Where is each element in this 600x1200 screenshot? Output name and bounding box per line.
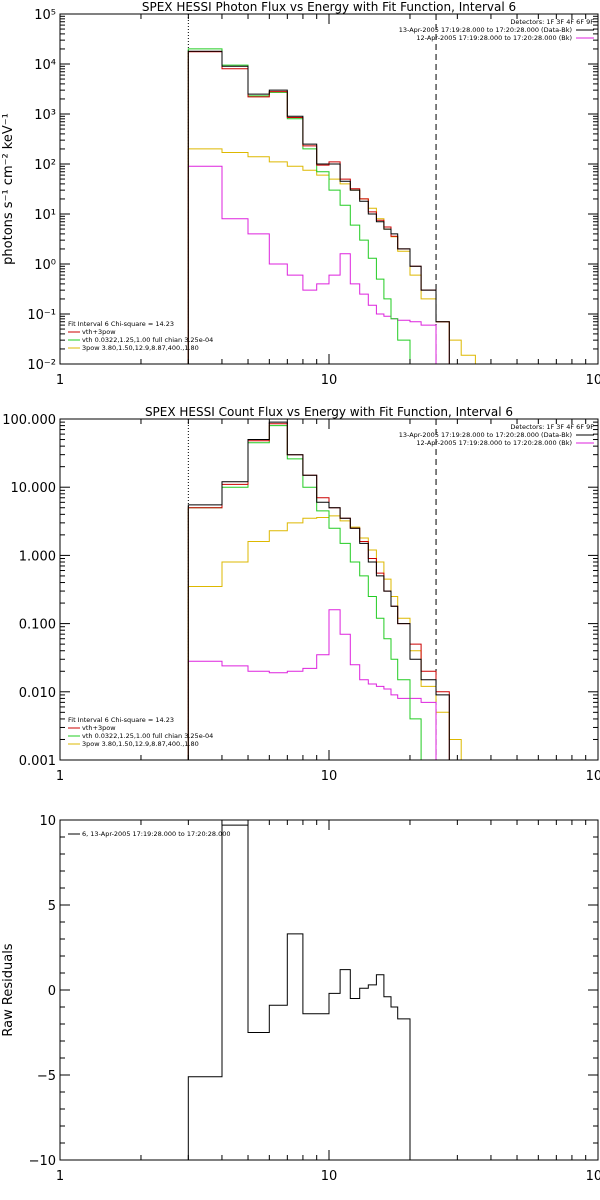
- plot-area: [187, 824, 411, 1160]
- detector-legend-header: Detectors: 1F 3F 4F 6F 9F: [510, 423, 594, 431]
- x-tick-label: 10: [321, 1169, 338, 1184]
- y-tick-label: 10: [39, 814, 56, 829]
- chart-title: SPEX HESSI Photon Flux vs Energy with Fi…: [142, 0, 516, 14]
- y-tick-label: 10¹: [34, 208, 56, 223]
- y-tick-label: −10: [29, 1154, 56, 1169]
- fit-legend-header: Fit Interval 6 Chi-square = 14.23: [68, 320, 174, 328]
- fit-legend-entry: vth+3pow: [82, 724, 116, 732]
- chart-panel-2: 1 10 100 0.001 0.010 0.100 1.000 10.000 100.000 S…: [2, 405, 600, 784]
- y-tick-label: 1.000: [19, 549, 56, 564]
- x-tick-label: 1: [56, 769, 64, 784]
- y-tick-label: 10⁴: [34, 58, 56, 73]
- y-tick-label: 5: [48, 899, 56, 914]
- chart-title: SPEX HESSI Count Flux vs Energy with Fit…: [145, 405, 513, 419]
- detector-legend-entry: 13-Apr-2005 17:19:28.000 to 17:20:28.000…: [399, 431, 572, 439]
- residual-legend: 6, 13-Apr-2005 17:19:28.000 to 17:20:28.…: [68, 830, 231, 838]
- series-powerlaw: [187, 148, 476, 364]
- series-background: [187, 609, 437, 760]
- x-tick-label: 100: [586, 769, 600, 784]
- y-tick-label: 10⁻²: [27, 358, 56, 373]
- fit-legend-entry: vth 0.0322,1.25,1.00 full chian 3.25e-04: [82, 732, 213, 740]
- series-background: [187, 165, 437, 364]
- fit-legend-entry: vth 0.0322,1.25,1.00 full chian 3.25e-04: [82, 336, 213, 344]
- y-tick-label: −5: [37, 1069, 56, 1084]
- chart-panel-3: 1 10 100 −10 −5 0 5 10 Raw Residuals 6, 13-Apr-20…: [1, 814, 600, 1184]
- plot-frame: [59, 819, 599, 1161]
- residual-legend-entry: 6, 13-Apr-2005 17:19:28.000 to 17:20:28.…: [82, 830, 231, 838]
- detector-legend-header: Detectors: 1F 3F 4F 6F 9F: [510, 18, 594, 26]
- detector-legend-entry: 12-Apr-2005 17:19:28.000 to 17:20:28.000…: [416, 34, 572, 42]
- chart-panel-1: 1 10 100 10⁻² 10⁻¹ 10⁰ 10¹ 10² 10³ 10⁴ 10⁵ SPEX HES…: [1, 0, 600, 388]
- plot-area: [187, 14, 476, 364]
- plot-area: [187, 419, 476, 760]
- x-tick-label: 100: [586, 1169, 600, 1184]
- y-tick-label: 10²: [34, 158, 56, 173]
- x-tick-label: 1: [56, 373, 64, 388]
- x-tick-label: 10: [321, 769, 338, 784]
- series-data: [187, 421, 450, 760]
- detector-legend-entry: 13-Apr-2005 17:19:28.000 to 17:20:28.000…: [399, 26, 572, 34]
- y-tick-label: 10⁻¹: [27, 308, 56, 323]
- fit-legend: Fit Interval 6 Chi-square = 14.23vth+3po…: [68, 320, 213, 352]
- y-tick-label: 10⁰: [34, 258, 56, 273]
- series-thermal: [187, 48, 422, 364]
- x-tick-label: 1: [56, 1169, 64, 1184]
- detector-legend-entry: 12-Apr-2005 17:19:28.000 to 17:20:28.000…: [416, 439, 572, 447]
- series-data: [187, 50, 450, 364]
- y-tick-label: 0: [48, 984, 56, 999]
- y-tick-label: 10³: [34, 108, 56, 123]
- y-tick-label: 10.000: [11, 481, 57, 496]
- series-residuals: [187, 824, 411, 1160]
- series-thermal: [187, 425, 436, 760]
- fit-legend: Fit Interval 6 Chi-square = 14.23vth+3po…: [68, 716, 213, 748]
- y-tick-label: 100.000: [2, 413, 56, 428]
- y-tick-label: 0.100: [19, 618, 56, 633]
- fit-legend-entry: 3pow 3.80,1.50,12.9,8.87,400.,1.80: [82, 344, 199, 352]
- series-powerlaw: [187, 515, 476, 760]
- y-tick-label: 10⁵: [34, 8, 56, 23]
- fit-legend-entry: vth+3pow: [82, 328, 116, 336]
- fit-legend-entry: 3pow 3.80,1.50,12.9,8.87,400.,1.80: [82, 740, 199, 748]
- x-tick-label: 10: [321, 373, 338, 388]
- y-tick-label: 0.010: [19, 686, 56, 701]
- fit-legend-header: Fit Interval 6 Chi-square = 14.23: [68, 716, 174, 724]
- y-tick-label: 0.001: [19, 754, 56, 769]
- y-axis-label: Raw Residuals: [1, 943, 16, 1036]
- y-axis-label: photons s⁻¹ cm⁻² keV⁻¹: [1, 113, 16, 265]
- x-tick-label: 100: [586, 373, 600, 388]
- plot-frame: [59, 418, 599, 761]
- series-fit: [187, 51, 450, 364]
